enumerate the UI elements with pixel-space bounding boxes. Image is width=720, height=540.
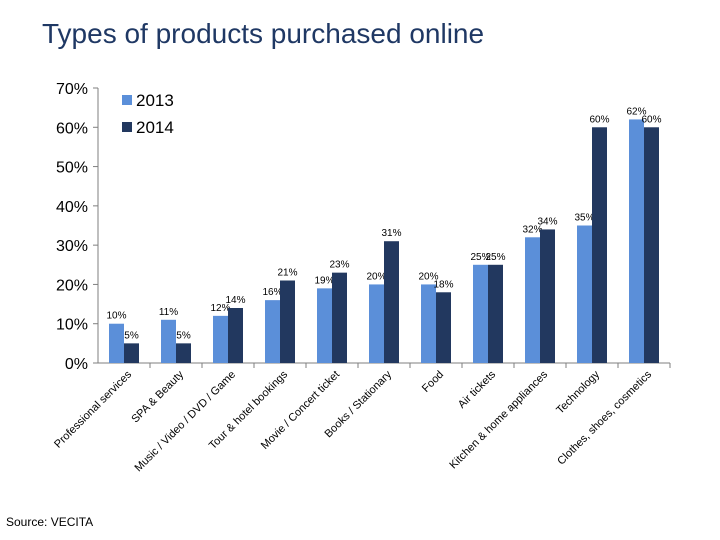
category-label: Food	[420, 369, 446, 395]
data-label: 5%	[124, 330, 139, 341]
y-tick-label: 40%	[56, 199, 88, 216]
category-label: Clothes, shoes, cosmetics	[555, 368, 654, 467]
bar-2014	[488, 264, 503, 363]
data-label: 21%	[277, 268, 297, 279]
data-label: 62%	[626, 106, 646, 117]
data-label: 25%	[470, 252, 490, 263]
data-label: 35%	[574, 213, 594, 224]
legend-swatch-2014	[122, 122, 132, 132]
bar-2013	[473, 264, 488, 363]
y-tick-label: 10%	[56, 317, 88, 334]
data-label: 14%	[225, 295, 245, 306]
data-label: 32%	[522, 224, 542, 235]
category-label: Air tickets	[456, 368, 499, 411]
data-label: 19%	[314, 275, 334, 286]
category-label: Professional services	[52, 368, 134, 450]
bar-2014	[280, 280, 295, 363]
bar-2014	[176, 343, 191, 363]
legend-swatch-2013	[122, 95, 132, 105]
legend-label: 2014	[136, 118, 174, 137]
bar-2013	[109, 323, 124, 363]
data-label: 34%	[537, 216, 557, 227]
data-label: 25%	[485, 252, 505, 263]
data-label: 20%	[366, 271, 386, 282]
bar-2013	[421, 284, 436, 363]
y-tick-label: 0%	[65, 356, 88, 373]
category-label: SPA & Beauty	[129, 368, 186, 425]
bar-2013	[369, 284, 384, 363]
legend-label: 2013	[136, 91, 174, 110]
category-label: Kitchen & home appliances	[447, 368, 550, 471]
bar-2014	[592, 127, 607, 364]
data-label: 12%	[210, 303, 230, 314]
data-label: 60%	[589, 114, 609, 125]
bar-2014	[124, 343, 139, 363]
bar-2013	[213, 315, 228, 363]
bar-2014	[540, 229, 555, 363]
y-tick-label: 70%	[56, 81, 88, 98]
data-label: 23%	[329, 260, 349, 271]
data-label: 60%	[641, 114, 661, 125]
data-label: 18%	[433, 279, 453, 290]
bar-2014	[384, 241, 399, 363]
bar-2014	[332, 272, 347, 363]
bar-2013	[161, 319, 176, 363]
bar-2013	[577, 225, 592, 363]
y-tick-label: 50%	[56, 160, 88, 177]
data-label: 10%	[106, 311, 126, 322]
y-tick-label: 30%	[56, 238, 88, 255]
bar-2013	[317, 288, 332, 363]
data-label: 20%	[418, 271, 438, 282]
y-tick-label: 60%	[56, 120, 88, 137]
data-label: 11%	[159, 307, 178, 318]
category-label: Technology	[554, 368, 602, 416]
data-label: 31%	[381, 228, 401, 239]
source-note: Source: VECITA	[6, 515, 94, 529]
data-label: 16%	[262, 287, 282, 298]
bar-2014	[644, 127, 659, 364]
chart-title: Types of products purchased online	[42, 18, 485, 49]
bar-2013	[265, 300, 280, 363]
y-tick-label: 20%	[56, 277, 88, 294]
bar-2014	[228, 308, 243, 363]
bar-2013	[525, 237, 540, 363]
category-label: Music / Video / DVD / Game	[133, 369, 239, 475]
bar-2014	[436, 292, 451, 363]
bar-2013	[629, 119, 644, 363]
data-label: 5%	[176, 330, 191, 341]
